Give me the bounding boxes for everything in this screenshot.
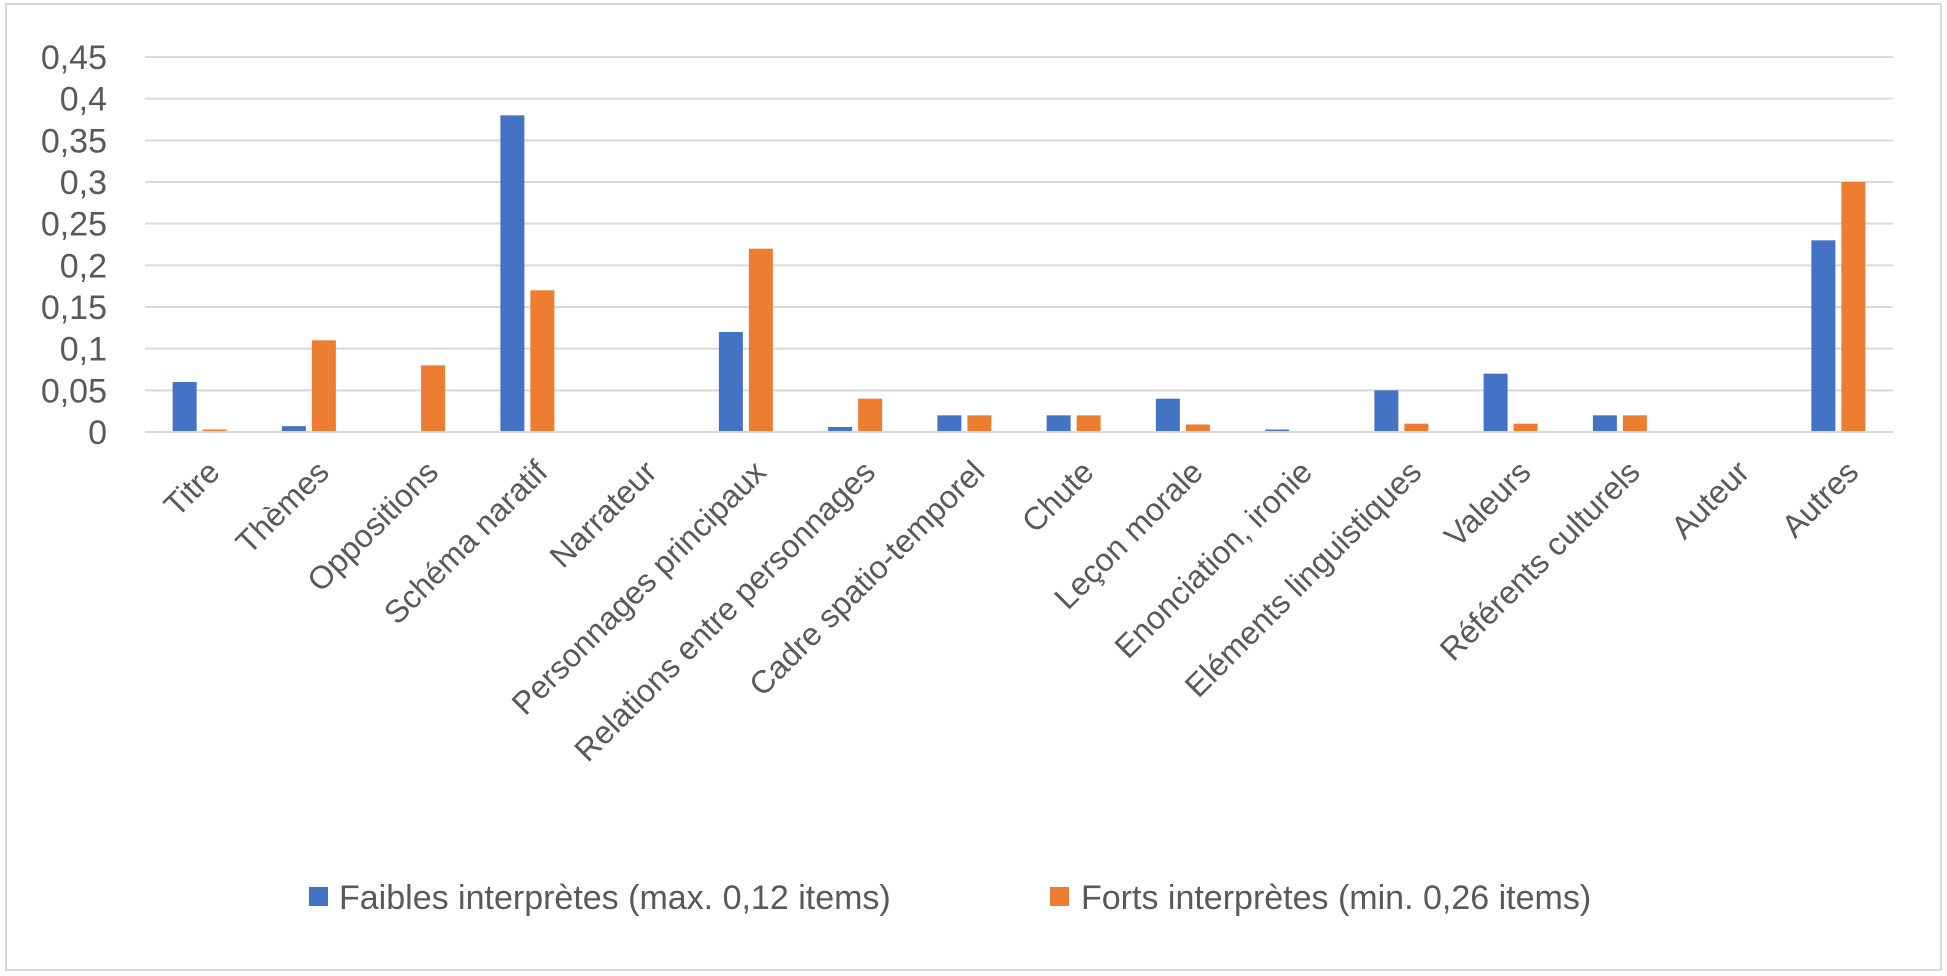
x-category-label: Chute [1015,453,1101,539]
y-axis-tick-labels: 0 0,050,1 0,15 0,20,25 0,3 0,350,4 0,45 [41,39,107,452]
x-category-label: Thèmes [229,453,336,560]
x-category-label: Enonciation, ironie [1107,453,1319,665]
legend-swatch [1050,887,1069,906]
x-category-label: Référents culturels [1433,453,1647,667]
bar-series-2 [967,415,992,432]
bar-series-1 [718,332,743,432]
legend-label: Forts interprètes (min. 0,26 items) [1081,879,1591,917]
bar-series-2 [1185,424,1210,432]
bar-series-1 [1811,240,1836,432]
y-tick-label: 0,4 [60,81,107,119]
legend-swatch [309,887,328,906]
y-tick-label: 0,35 [41,122,107,160]
gridlines [145,56,1893,392]
legend-label: Faibles interprètes (max. 0,12 items) [339,879,891,917]
bar-series-2 [1841,182,1866,432]
bar-series-2 [421,365,446,432]
bar-series-1 [828,427,853,432]
x-category-label: Valeurs [1437,453,1537,553]
bar-series-2 [1076,415,1101,432]
y-tick-label: 0,3 [60,164,107,202]
y-tick-label: 0,45 [41,39,107,77]
x-category-label: Auteur [1664,453,1756,545]
bars [172,115,1866,432]
y-tick-label: 0,05 [41,372,107,410]
y-tick-label: 0,15 [41,289,107,327]
bar-series-2 [858,398,883,432]
x-category-label: Autres [1774,453,1865,544]
x-category-label: Titre [157,453,227,523]
y-tick-label: 0 [88,414,107,452]
bar-series-1 [1155,398,1180,432]
bar-series-1 [281,426,306,432]
chart-frame [5,3,1942,971]
bar-series-1 [1374,390,1399,432]
bar-series-2 [748,248,773,432]
bar-series-2 [1404,423,1429,432]
bar-series-2 [530,290,555,432]
bar-series-2 [1513,423,1538,432]
bar-series-2 [1622,415,1647,432]
legend: Faibles interprètes (max. 0,12 items) For… [309,879,1591,917]
bar-series-1 [1046,415,1071,432]
bar-series-1 [937,415,962,432]
bar-series-1 [172,382,197,432]
bar-series-2 [311,340,336,432]
bar-series-1 [1592,415,1617,432]
y-tick-label: 0,2 [60,247,107,285]
bar-series-1 [1483,373,1508,432]
y-tick-label: 0,25 [41,206,107,244]
bar-series-1 [1265,429,1290,432]
y-tick-label: 0,1 [60,331,107,369]
bar-series-2 [202,429,227,432]
bar-series-1 [500,115,525,432]
